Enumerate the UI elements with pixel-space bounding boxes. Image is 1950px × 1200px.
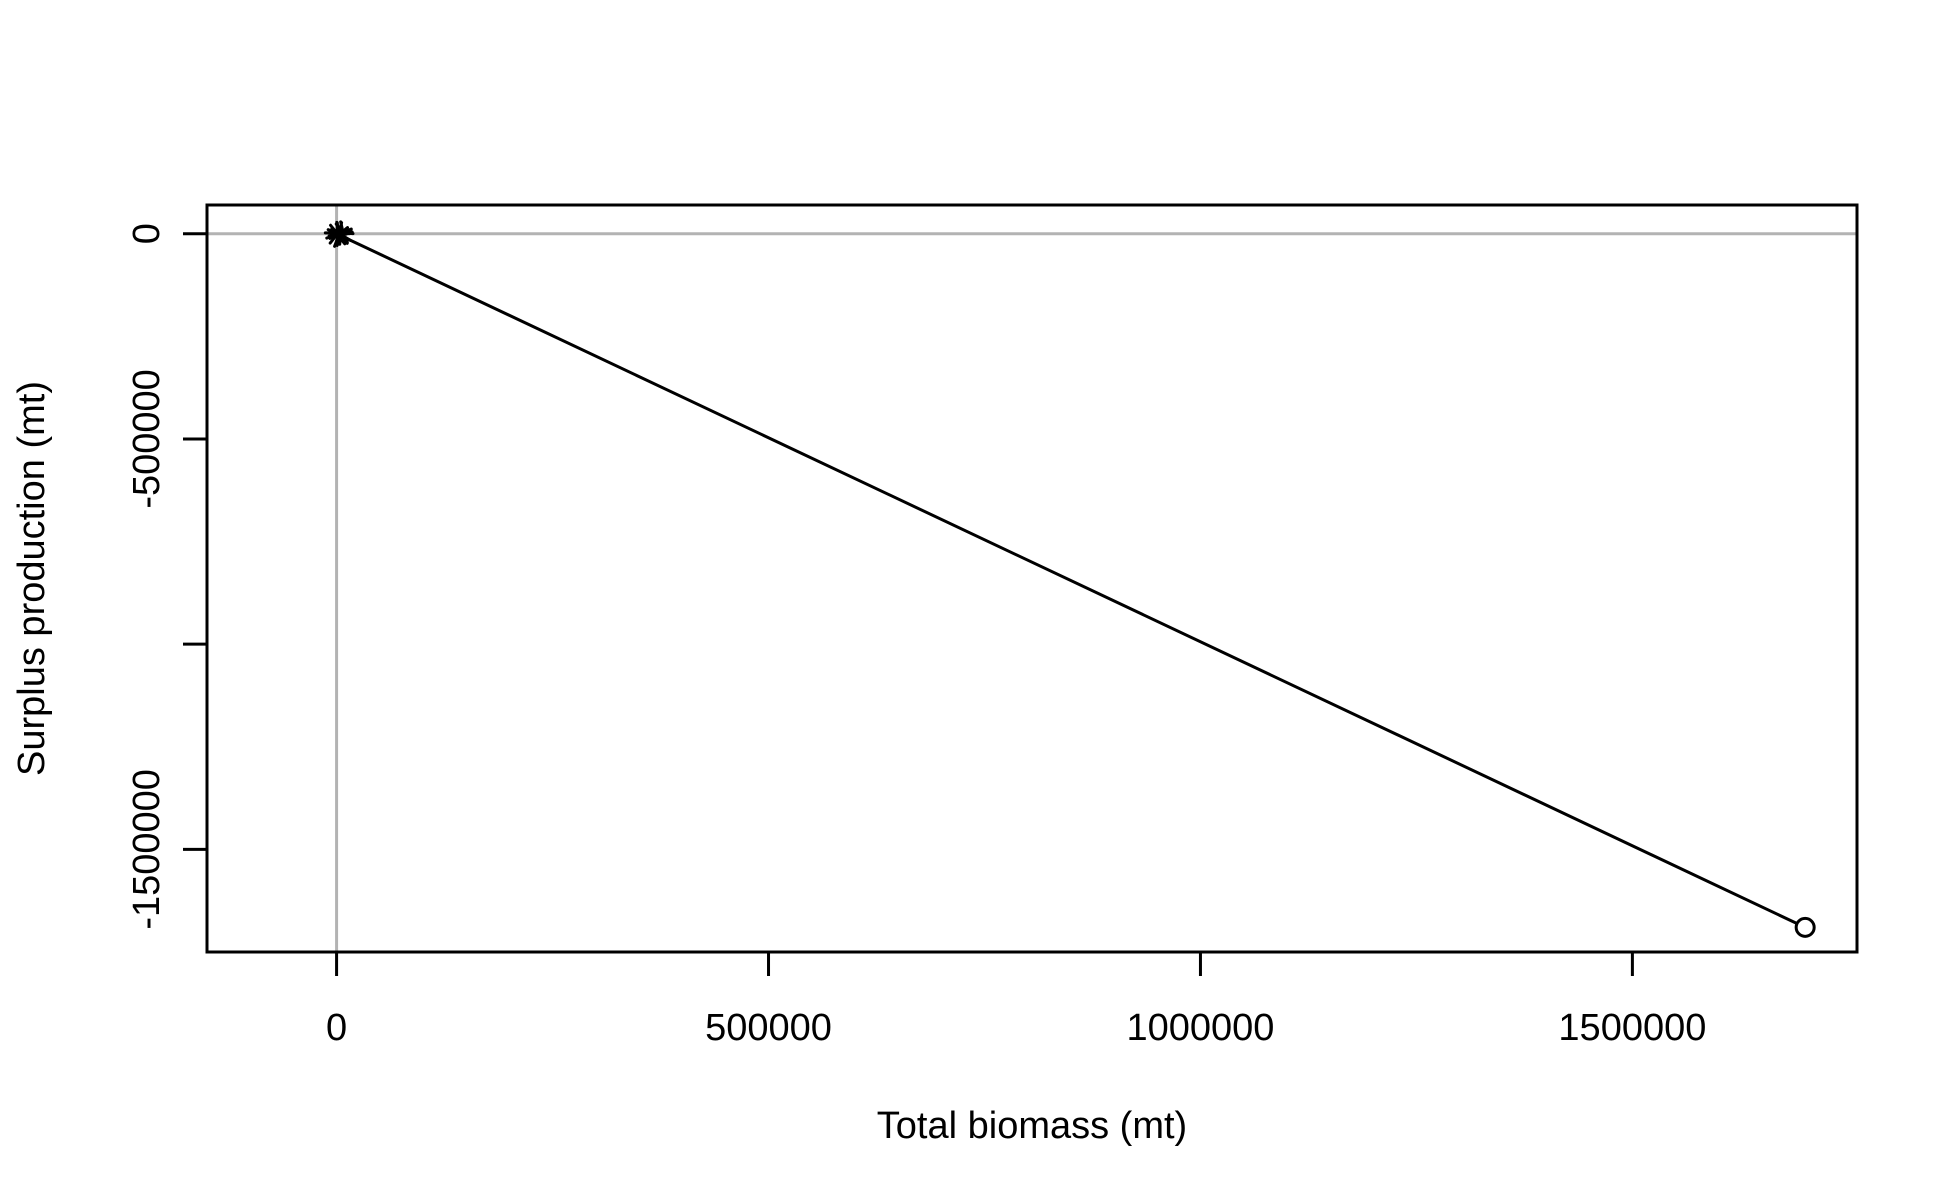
y-tick-label: -1500000 bbox=[126, 769, 168, 930]
y-tick-label: 0 bbox=[126, 223, 168, 244]
plot-area bbox=[205, 203, 1859, 954]
x-axis-label: Total biomass (mt) bbox=[877, 1105, 1187, 1147]
x-tick-label: 1000000 bbox=[1126, 1007, 1274, 1049]
y-axis-label: Surplus production (mt) bbox=[11, 381, 53, 776]
y-tick-label: -500000 bbox=[126, 369, 168, 508]
series-layer bbox=[323, 220, 1816, 938]
x-axis: 0 500000 1000000 1500000 bbox=[326, 950, 1706, 1049]
x-tick-label: 1500000 bbox=[1558, 1007, 1706, 1049]
reference-lines bbox=[207, 205, 1857, 952]
trajectory-arrowhead bbox=[335, 227, 353, 242]
x-tick-label: 500000 bbox=[705, 1007, 832, 1049]
trajectory-segment bbox=[335, 232, 1807, 929]
x-tick-label: 0 bbox=[326, 1007, 347, 1049]
plot-frame bbox=[205, 203, 1859, 954]
start-point-marker bbox=[1794, 916, 1816, 938]
y-axis: 0 -500000 -1500000 bbox=[126, 223, 209, 930]
